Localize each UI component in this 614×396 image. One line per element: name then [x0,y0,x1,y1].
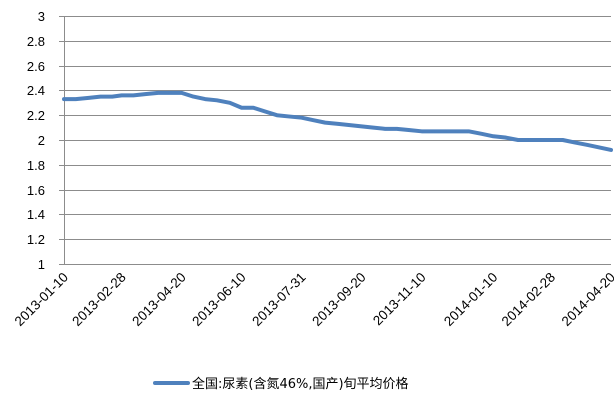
data-point [395,127,399,131]
data-point [311,118,315,122]
y-tick-label: 3 [38,9,45,24]
y-tick-label: 2.6 [27,59,45,74]
data-point [408,128,412,132]
data-point [360,124,364,128]
y-tick-label: 2.8 [27,34,45,49]
data-point [540,138,544,142]
data-point [467,129,471,133]
data-point [110,95,114,99]
data-point [516,138,520,142]
data-point [87,96,91,100]
x-tick-label: 2014-04-20 [559,270,614,329]
data-point [443,129,447,133]
data-point [191,95,195,99]
data-point [287,114,291,118]
data-point [573,140,577,144]
data-point [215,98,219,102]
data-point [371,126,375,130]
data-point [143,92,147,96]
data-point [228,101,232,105]
axes [59,16,65,265]
y-tick-label: 1 [38,257,45,272]
x-tick-label: 2013-11-10 [370,270,429,329]
y-tick-label: 2 [38,133,45,148]
x-tick-label: 2014-01-10 [441,270,500,329]
y-tick-label: 1.8 [27,158,45,173]
data-point [98,95,102,99]
data-point [120,93,124,97]
data-point [561,138,565,142]
data-point [455,129,459,133]
data-point [420,129,424,133]
legend-label: 全国:尿素(含氮46%,国产)旬平均价格 [192,376,409,392]
data-point [549,138,553,142]
data-point [336,122,340,126]
y-tick-label: 2.2 [27,108,45,123]
data-point [168,91,172,95]
data-point [503,136,507,140]
data-point [585,143,589,147]
data-point [528,138,532,142]
data-point [74,97,78,101]
x-tick-label: 2014-02-28 [499,270,558,329]
y-tick-label: 2.4 [27,83,45,98]
data-point [480,132,484,136]
x-tick-label: 2013-09-20 [309,270,368,329]
x-tick-label: 2013-04-20 [129,270,188,329]
series-line [62,90,613,152]
y-tick-label: 1.6 [27,183,45,198]
y-tick-label: 1.4 [27,207,45,222]
data-point [240,106,244,110]
data-point [323,121,327,125]
data-point [597,145,601,149]
legend: 全国:尿素(含氮46%,国产)旬平均价格 [153,376,409,392]
x-tick-label: 2013-07-31 [249,270,308,329]
data-point [131,93,135,97]
data-point [383,127,387,131]
data-point [300,116,304,120]
data-point [62,97,66,101]
data-point [263,109,267,113]
data-point [180,91,184,95]
y-tick-labels: 1 1.2 1.4 1.6 1.8 2 2.2 2.4 2.6 2.8 3 [27,9,45,272]
x-tick-label: 2013-01-10 [12,270,71,329]
x-tick-label: 2013-02-28 [69,270,128,329]
data-point [348,123,352,127]
data-point [491,134,495,138]
data-point [156,91,160,95]
data-point [609,148,613,152]
data-point [275,113,279,117]
y-tick-label: 1.2 [27,232,45,247]
data-point [203,97,207,101]
x-tick-label: 2013-06-10 [189,270,248,329]
data-point [431,129,435,133]
gridlines [64,16,611,265]
data-point [251,106,255,110]
series-layer [62,90,613,152]
